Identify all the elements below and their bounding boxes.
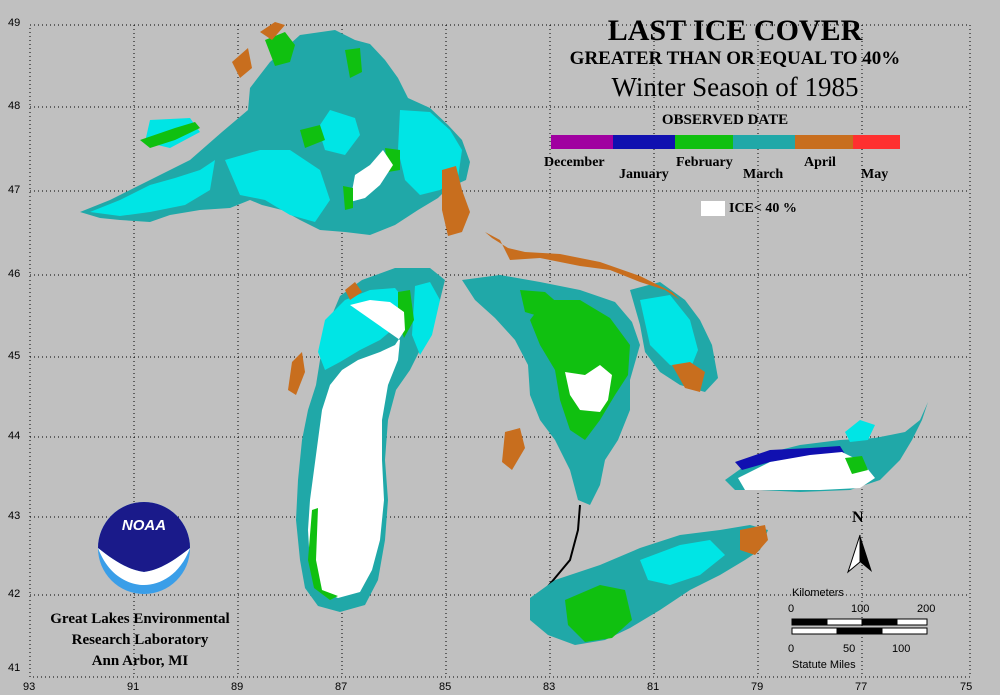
lake-erie [530, 525, 768, 645]
lon-tick: 75 [960, 681, 973, 693]
lat-tick: 46 [8, 268, 21, 280]
lon-tick: 77 [855, 681, 868, 693]
ice-lt-40-label: ICE< 40 % [729, 201, 797, 216]
scale-mi-tick: 50 [843, 643, 856, 655]
organization-line: Great Lakes Environmental [50, 611, 230, 627]
lake-huron [462, 275, 718, 505]
lon-tick: 93 [23, 681, 36, 693]
scale-km-tick: 100 [851, 603, 870, 615]
north-arrow [846, 534, 872, 574]
lat-tick: 44 [8, 430, 21, 442]
lon-tick: 89 [231, 681, 244, 693]
lat-tick: 42 [8, 588, 21, 600]
lat-tick: 43 [8, 510, 21, 522]
lon-tick: 91 [127, 681, 140, 693]
lat-tick: 47 [8, 184, 21, 196]
scale-mi-tick: 0 [788, 643, 795, 655]
scale-mi-tick: 100 [892, 643, 911, 655]
lon-tick: 87 [335, 681, 348, 693]
map-title: LAST ICE COVER [607, 14, 863, 47]
lat-tick: 45 [8, 350, 21, 362]
noaa-logo-text: NOAA [121, 517, 167, 534]
scale-mi-title: Statute Miles [792, 659, 856, 671]
legend-heading: OBSERVED DATE [661, 112, 789, 128]
organization-block: Great Lakes Environmental Research Labor… [20, 609, 260, 672]
ice-lt-40-swatch [701, 201, 725, 216]
organization-line: Research Laboratory [71, 632, 209, 648]
map-subtitle: GREATER THAN OR EQUAL TO 40% [569, 48, 901, 69]
lon-tick: 83 [543, 681, 556, 693]
lon-tick: 85 [439, 681, 452, 693]
season-label: Winter Season of 1985 [611, 72, 859, 102]
lat-tick: 48 [8, 100, 21, 112]
legend-month-april: April [804, 155, 836, 170]
legend-month-may: May [861, 167, 889, 182]
scale-km-title: Kilometers [792, 587, 844, 599]
lon-tick: 79 [751, 681, 764, 693]
scale-km-tick: 0 [788, 603, 795, 615]
legend-month-march: March [743, 167, 784, 182]
scale-bar [791, 618, 928, 635]
noaa-logo [98, 502, 190, 594]
legend-month-february: February [676, 155, 733, 170]
lon-tick: 81 [647, 681, 660, 693]
st-clair-river [544, 504, 581, 591]
color-legend-bar [551, 135, 900, 149]
lat-tick: 41 [8, 662, 21, 674]
legend-month-december: December [544, 155, 605, 170]
lake-superior [80, 22, 470, 236]
organization-line: Ann Arbor, MI [91, 653, 189, 669]
upper-peninsula-shore [485, 232, 680, 300]
lake-ontario [725, 402, 928, 492]
legend-month-january: January [619, 167, 669, 182]
north-label: N [852, 509, 864, 526]
scale-km-tick: 200 [917, 603, 936, 615]
lake-michigan [288, 268, 445, 612]
lat-tick: 49 [8, 17, 21, 29]
